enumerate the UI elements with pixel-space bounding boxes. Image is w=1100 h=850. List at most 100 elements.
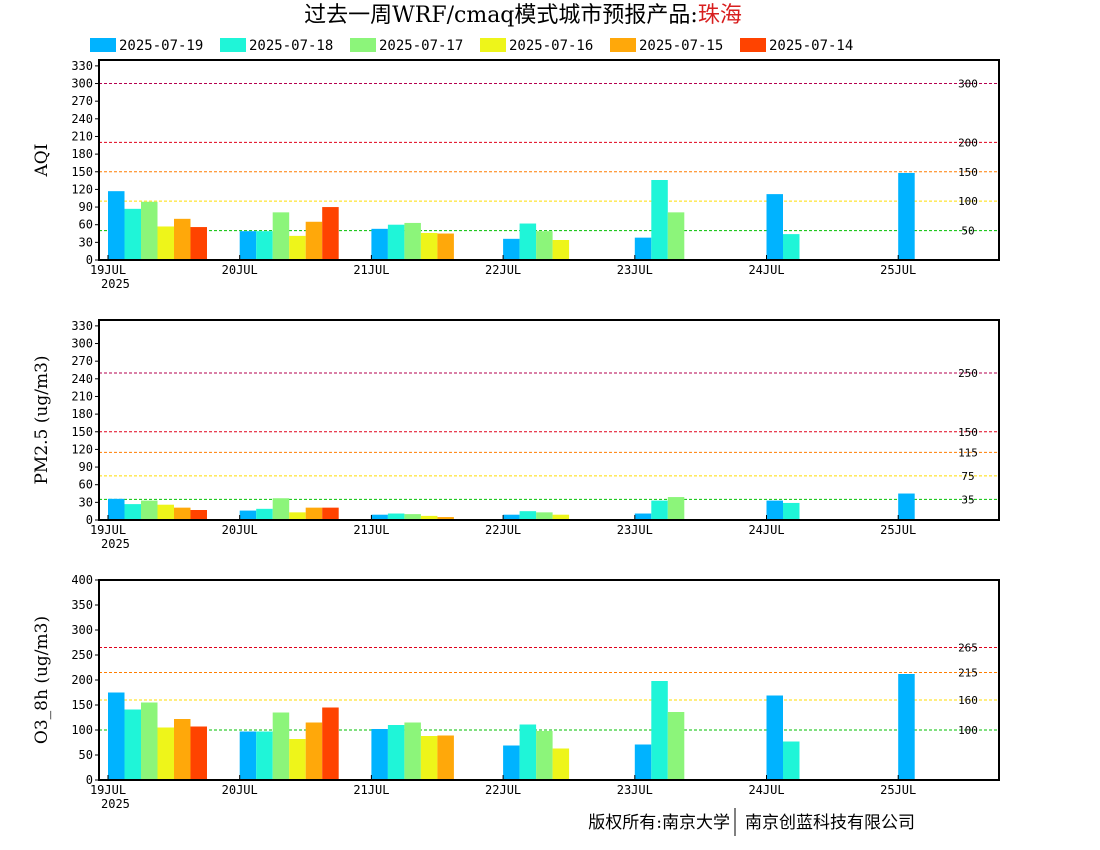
x-tick-label-1-3: 22JUL bbox=[485, 523, 521, 537]
bar-1-1-0 bbox=[124, 504, 141, 520]
bar-2-5-0 bbox=[190, 726, 207, 780]
bar-0-2-4 bbox=[667, 212, 685, 260]
bar-0-1-5 bbox=[783, 234, 800, 260]
x-tick-label-1-1: 20JUL bbox=[222, 523, 258, 537]
y-tick-label-1-5: 150 bbox=[71, 425, 93, 439]
legend-swatch-3 bbox=[480, 38, 506, 52]
bar-0-3-0 bbox=[157, 226, 174, 260]
plot-frame-0 bbox=[98, 59, 1000, 261]
bar-2-0-6 bbox=[898, 674, 915, 780]
bar-2-2-4 bbox=[667, 712, 685, 780]
threshold-label-0-0: 300 bbox=[958, 78, 978, 91]
bar-0-1-1 bbox=[256, 231, 273, 260]
bar-0-2-2 bbox=[404, 222, 421, 260]
bar-1-1-2 bbox=[387, 513, 405, 520]
chart-panels: 3002001501005003060901201501802102402703… bbox=[32, 59, 1000, 811]
y-tick-label-0-4: 120 bbox=[71, 182, 93, 196]
y-tick-label-0-8: 240 bbox=[71, 112, 93, 126]
threshold-label-0-1: 200 bbox=[958, 136, 978, 149]
threshold-label-1-3: 75 bbox=[961, 470, 974, 483]
bar-0-1-4 bbox=[651, 180, 668, 260]
bar-1-3-2 bbox=[420, 515, 438, 520]
bar-1-0-3 bbox=[503, 514, 520, 520]
y-axis-label-1: PM2.5 (ug/m3) bbox=[32, 355, 52, 484]
legend-label-1: 2025-07-18 bbox=[249, 38, 333, 54]
bar-1-4-1 bbox=[305, 507, 323, 520]
bar-1-2-0 bbox=[141, 500, 158, 520]
threshold-label-0-3: 100 bbox=[958, 195, 978, 208]
y-tick-label-1-4: 120 bbox=[71, 442, 93, 456]
bar-0-3-1 bbox=[289, 235, 306, 260]
bar-0-0-2 bbox=[371, 228, 388, 260]
bar-2-4-2 bbox=[437, 735, 454, 780]
bar-0-0-1 bbox=[239, 231, 257, 260]
bar-2-1-4 bbox=[651, 681, 668, 780]
y-tick-label-1-6: 180 bbox=[71, 407, 93, 421]
threshold-label-2-0: 265 bbox=[958, 642, 978, 655]
y-tick-label-0-6: 180 bbox=[71, 147, 93, 161]
x-tick-label-2-5: 24JUL bbox=[748, 783, 784, 797]
bar-0-2-0 bbox=[141, 201, 158, 260]
bar-1-1-1 bbox=[256, 508, 273, 520]
bar-0-2-1 bbox=[272, 212, 290, 260]
legend-label-2: 2025-07-17 bbox=[379, 38, 463, 54]
x-tick-label-2-3: 22JUL bbox=[485, 783, 521, 797]
bar-0-3-2 bbox=[420, 232, 438, 260]
chart-title-main: 过去一周WRF/cmaq模式城市预报产品: bbox=[304, 3, 698, 28]
y-tick-label-1-10: 300 bbox=[71, 337, 93, 351]
x-tick-label-0-1: 20JUL bbox=[222, 263, 258, 277]
x-tick-label-0-4: 23JUL bbox=[617, 263, 653, 277]
bar-0-1-3 bbox=[519, 223, 537, 260]
x-tick-label-1-5: 24JUL bbox=[748, 523, 784, 537]
x-tick-label-0-5: 24JUL bbox=[748, 263, 784, 277]
legend-label-4: 2025-07-15 bbox=[639, 38, 723, 54]
bar-1-2-1 bbox=[272, 498, 290, 520]
y-axis-label-0: AQI bbox=[32, 144, 52, 178]
bar-2-1-1 bbox=[256, 731, 273, 780]
threshold-label-1-4: 35 bbox=[961, 493, 974, 506]
bar-0-5-0 bbox=[190, 227, 207, 260]
bar-2-2-2 bbox=[404, 722, 421, 780]
bar-1-3-0 bbox=[157, 504, 174, 520]
y-tick-label-2-6: 300 bbox=[71, 623, 93, 637]
bar-1-4-0 bbox=[174, 507, 191, 520]
chart-panel-2: 265 215 160 100 0 50 100 150 200 250 300 350 400 19JU… bbox=[32, 573, 1000, 811]
bar-2-0-1 bbox=[239, 731, 257, 780]
y-tick-label-2-0: 0 bbox=[86, 773, 93, 787]
bar-2-1-5 bbox=[783, 741, 800, 780]
threshold-label-0-4: 50 bbox=[961, 225, 974, 238]
bar-0-4-0 bbox=[174, 218, 191, 260]
x-tick-label-0-6: 25JUL bbox=[880, 263, 916, 277]
bar-2-3-3 bbox=[552, 748, 570, 780]
bar-0-1-2 bbox=[387, 224, 405, 260]
bar-0-0-0 bbox=[108, 191, 125, 260]
x-tick-label-2-2: 21JUL bbox=[353, 783, 389, 797]
x-tick-label-0-0: 19JUL bbox=[90, 263, 126, 277]
y-tick-label-0-5: 150 bbox=[71, 165, 93, 179]
bar-0-0-4 bbox=[634, 237, 652, 260]
bar-2-0-4 bbox=[634, 744, 652, 780]
chart-title-city: 珠海 bbox=[698, 3, 742, 28]
legend-swatch-2 bbox=[350, 38, 376, 52]
bar-2-1-0 bbox=[124, 709, 141, 780]
bar-1-0-4 bbox=[634, 513, 652, 520]
y-tick-label-2-7: 350 bbox=[71, 598, 93, 612]
x-tick-label-1-2: 21JUL bbox=[353, 523, 389, 537]
y-tick-label-0-1: 30 bbox=[79, 235, 93, 249]
x-tick-label-2-1: 20JUL bbox=[222, 783, 258, 797]
x-tick-label-1-6: 25JUL bbox=[880, 523, 916, 537]
bar-2-3-1 bbox=[289, 739, 306, 780]
bar-1-1-4 bbox=[651, 500, 668, 520]
bar-2-4-0 bbox=[174, 719, 191, 780]
bar-1-0-2 bbox=[371, 514, 388, 520]
legend-swatch-5 bbox=[740, 38, 766, 52]
y-tick-label-0-9: 270 bbox=[71, 94, 93, 108]
bar-2-0-0 bbox=[108, 692, 125, 780]
y-tick-label-2-8: 400 bbox=[71, 573, 93, 587]
x-tick-label-1-0: 19JUL bbox=[90, 523, 126, 537]
chart-panel-0: 300 200 150 100 50 0 30 60 90 120 150 180 210 240 270 3… bbox=[32, 59, 1000, 291]
y-tick-label-1-11: 330 bbox=[71, 319, 93, 333]
bar-0-4-1 bbox=[305, 221, 323, 260]
x-year-label-2: 2025 bbox=[101, 797, 130, 811]
